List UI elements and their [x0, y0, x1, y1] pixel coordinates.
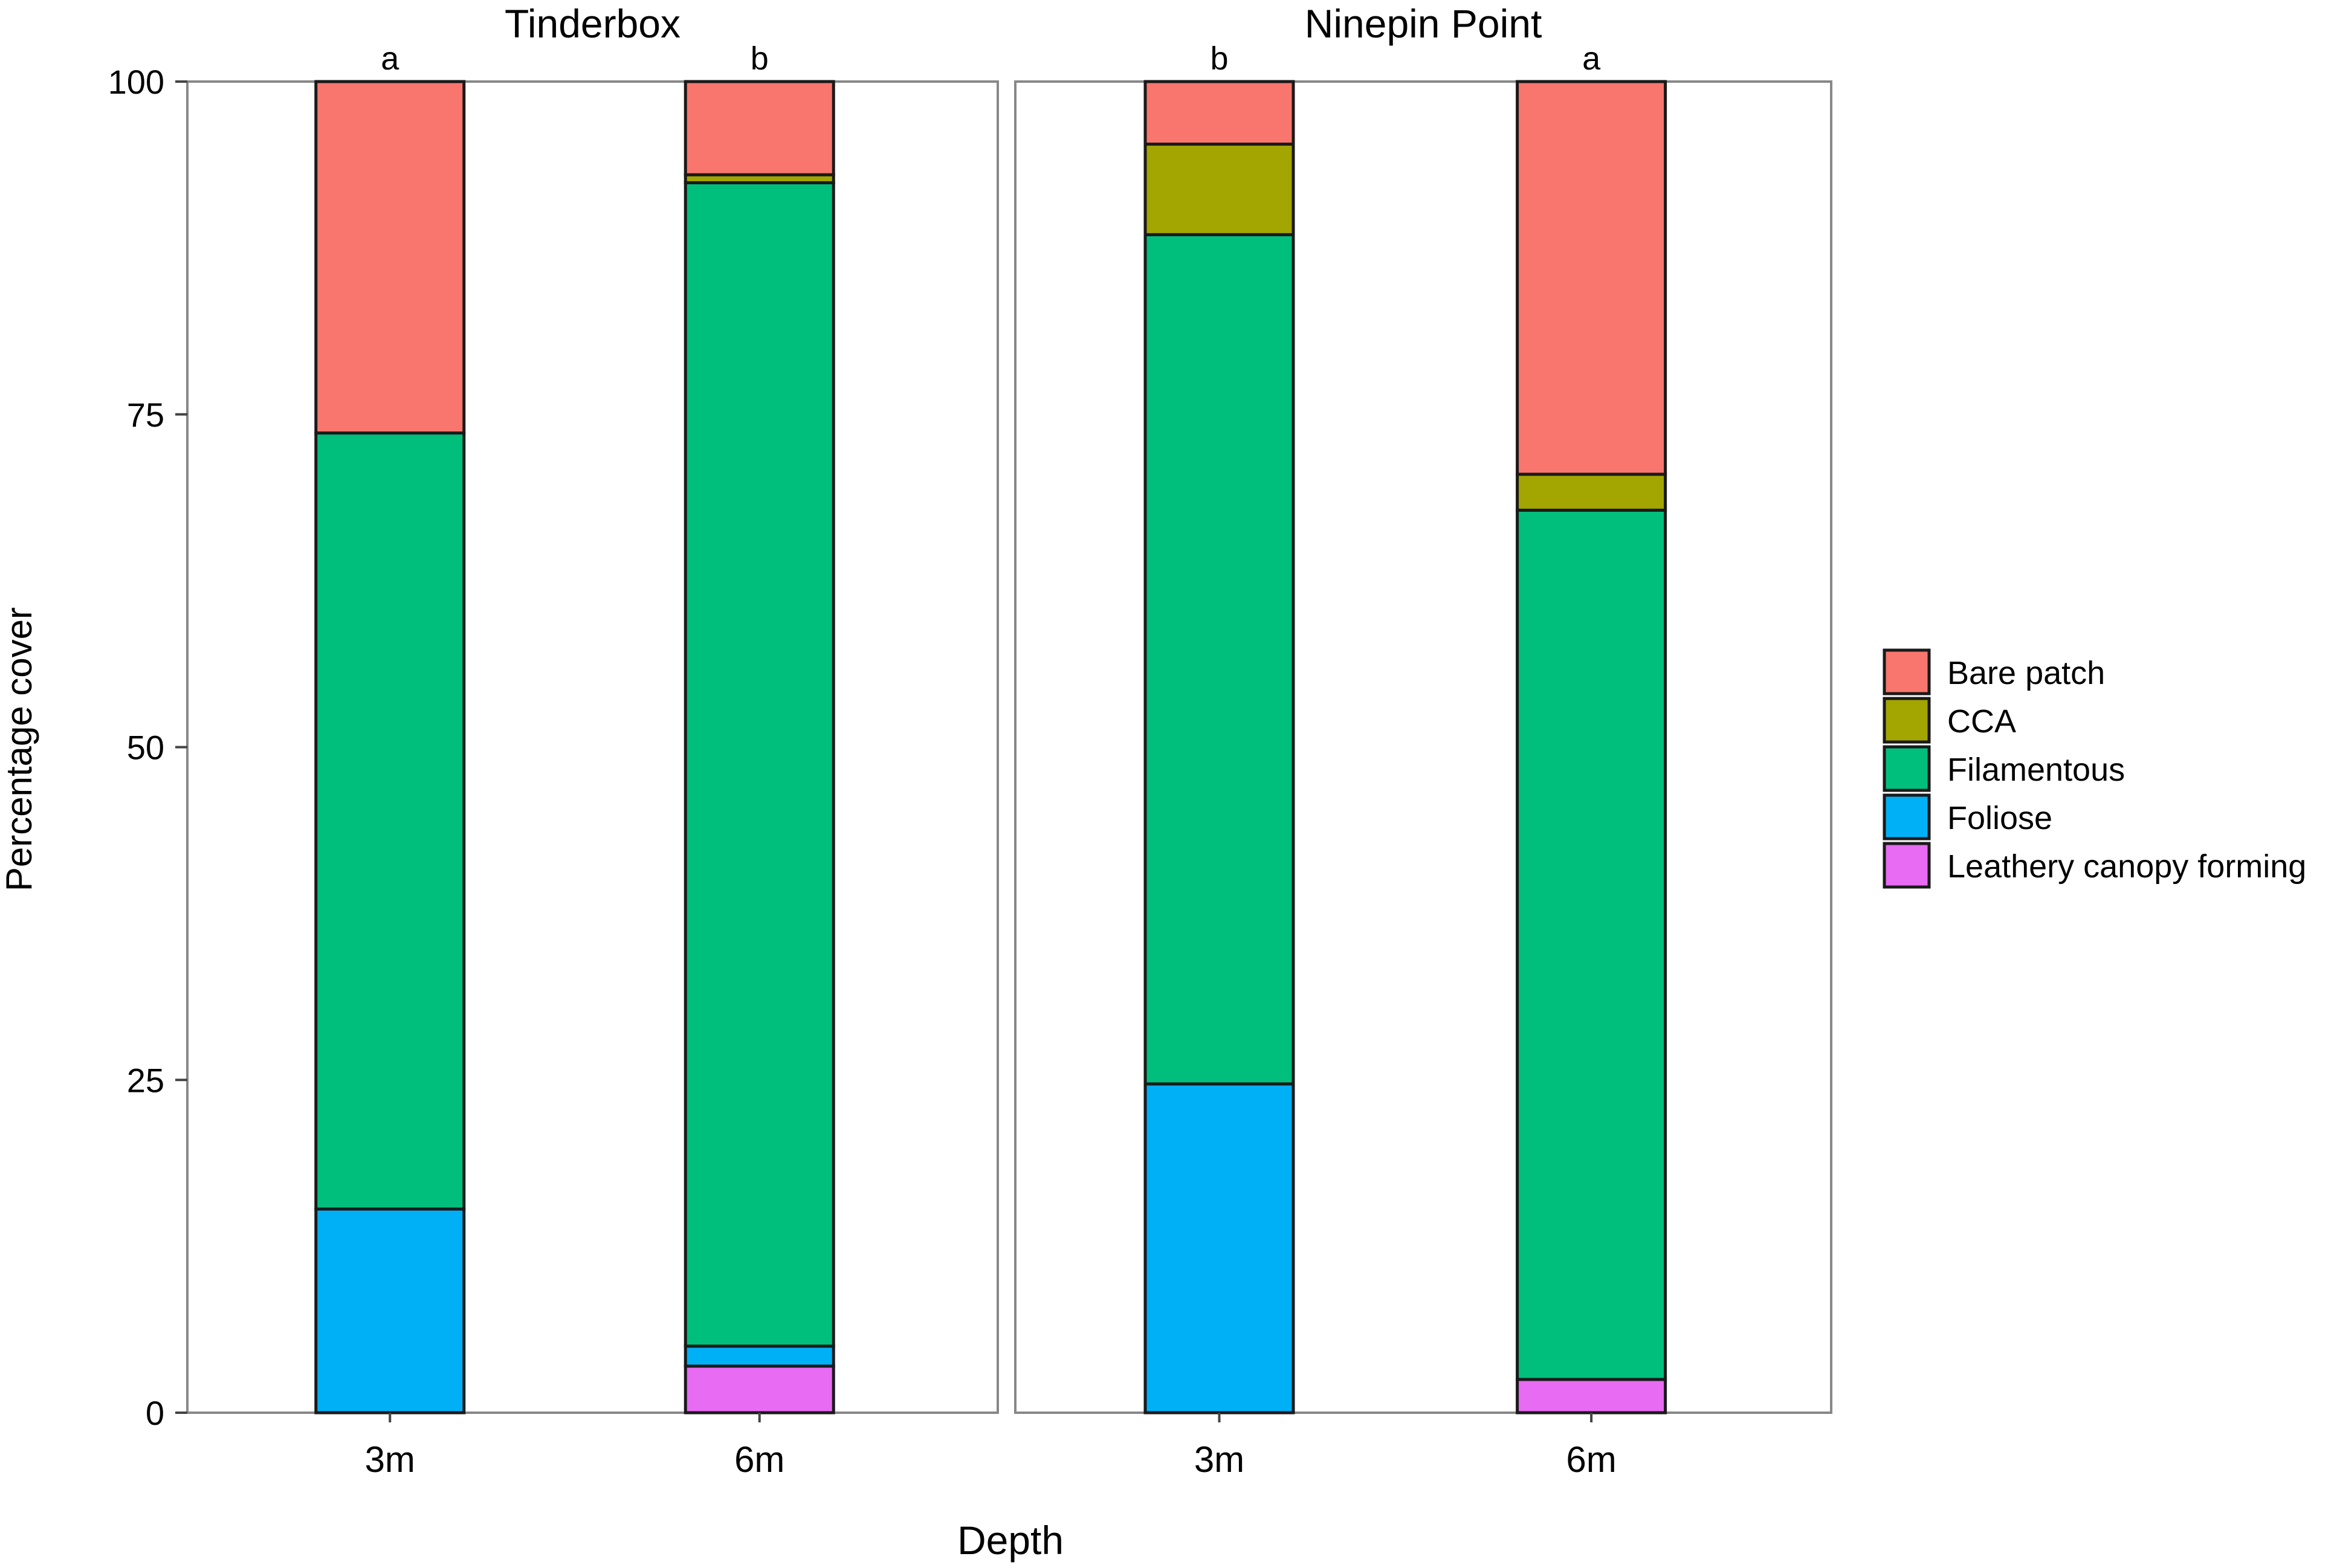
bar-segment-foliose — [684, 1344, 835, 1368]
significance-label: a — [381, 40, 399, 77]
facet-title: Tinderbox — [505, 1, 680, 46]
legend: Bare patch CCA Filamentous Foliose Leathery … — [1883, 648, 2306, 889]
legend-swatch — [1883, 697, 1931, 744]
legend-item-bare-patch: Bare patch — [1883, 648, 2105, 695]
legend-label: Filamentous — [1947, 752, 2125, 788]
panel-tinderbox: Tinderbox 3m a 6m b — [186, 1, 999, 1480]
bar-segment-bare-patch — [314, 80, 466, 435]
facet-title: Ninepin Point — [1305, 1, 1542, 46]
bar-segment-cca — [1516, 473, 1667, 512]
y-tick-label: 25 — [127, 1061, 164, 1099]
bar-segment-foliose — [1143, 1082, 1295, 1415]
bar-segment-leathery-canopy-forming — [1516, 1378, 1667, 1415]
legend-swatch — [1883, 745, 1931, 792]
y-axis-label: Percentage cover — [0, 607, 39, 891]
significance-label: b — [1210, 40, 1228, 77]
legend-item-foliose: Foliose — [1883, 793, 2052, 840]
x-tick-label: 6m — [1566, 1439, 1616, 1480]
panel-border — [1014, 80, 1832, 1414]
y-tick-label: 50 — [127, 729, 164, 767]
bar-segment-bare-patch — [684, 80, 835, 176]
legend-item-cca: CCA — [1883, 697, 2016, 744]
y-tick-label: 75 — [127, 396, 164, 434]
x-axis-label: Depth — [957, 1518, 1064, 1563]
legend-label: CCA — [1947, 703, 2016, 740]
x-tick-label: 3m — [365, 1439, 415, 1480]
y-axis: 0 25 50 75 100 — [108, 63, 187, 1432]
y-tick-label: 0 — [146, 1394, 164, 1432]
significance-label: b — [751, 40, 769, 77]
panel-ninepin-point: Ninepin Point 3m b 6m a — [1014, 1, 1832, 1480]
bar-segment-bare-patch — [1143, 80, 1295, 146]
legend-item-leathery-canopy-forming: Leathery canopy forming — [1883, 842, 2306, 889]
legend-label: Bare patch — [1947, 655, 2105, 691]
y-tick-label: 100 — [108, 63, 164, 101]
bar-segment-bare-patch — [1516, 80, 1667, 476]
bar-segment-filamentous — [1143, 233, 1295, 1086]
bar-segment-foliose — [314, 1207, 466, 1415]
legend-swatch — [1883, 648, 1931, 695]
legend-swatch — [1883, 842, 1931, 889]
legend-item-filamentous: Filamentous — [1883, 745, 2125, 792]
significance-label: a — [1582, 40, 1601, 77]
x-tick-label: 3m — [1194, 1439, 1244, 1480]
bar-segment-filamentous — [684, 181, 835, 1348]
bar-segment-filamentous — [314, 431, 466, 1211]
legend-label: Foliose — [1947, 800, 2052, 836]
panel-border — [186, 80, 999, 1414]
x-tick-label: 6m — [734, 1439, 784, 1480]
bar-segment-cca — [1143, 143, 1295, 236]
bar-segment-filamentous — [1516, 508, 1667, 1381]
bar-segment-leathery-canopy-forming — [684, 1364, 835, 1415]
legend-swatch — [1883, 793, 1931, 840]
legend-label: Leathery canopy forming — [1947, 848, 2306, 885]
facet-panels: Tinderbox 3m a 6m b Ninepin Point 3m b 6m a — [186, 1, 1832, 1480]
